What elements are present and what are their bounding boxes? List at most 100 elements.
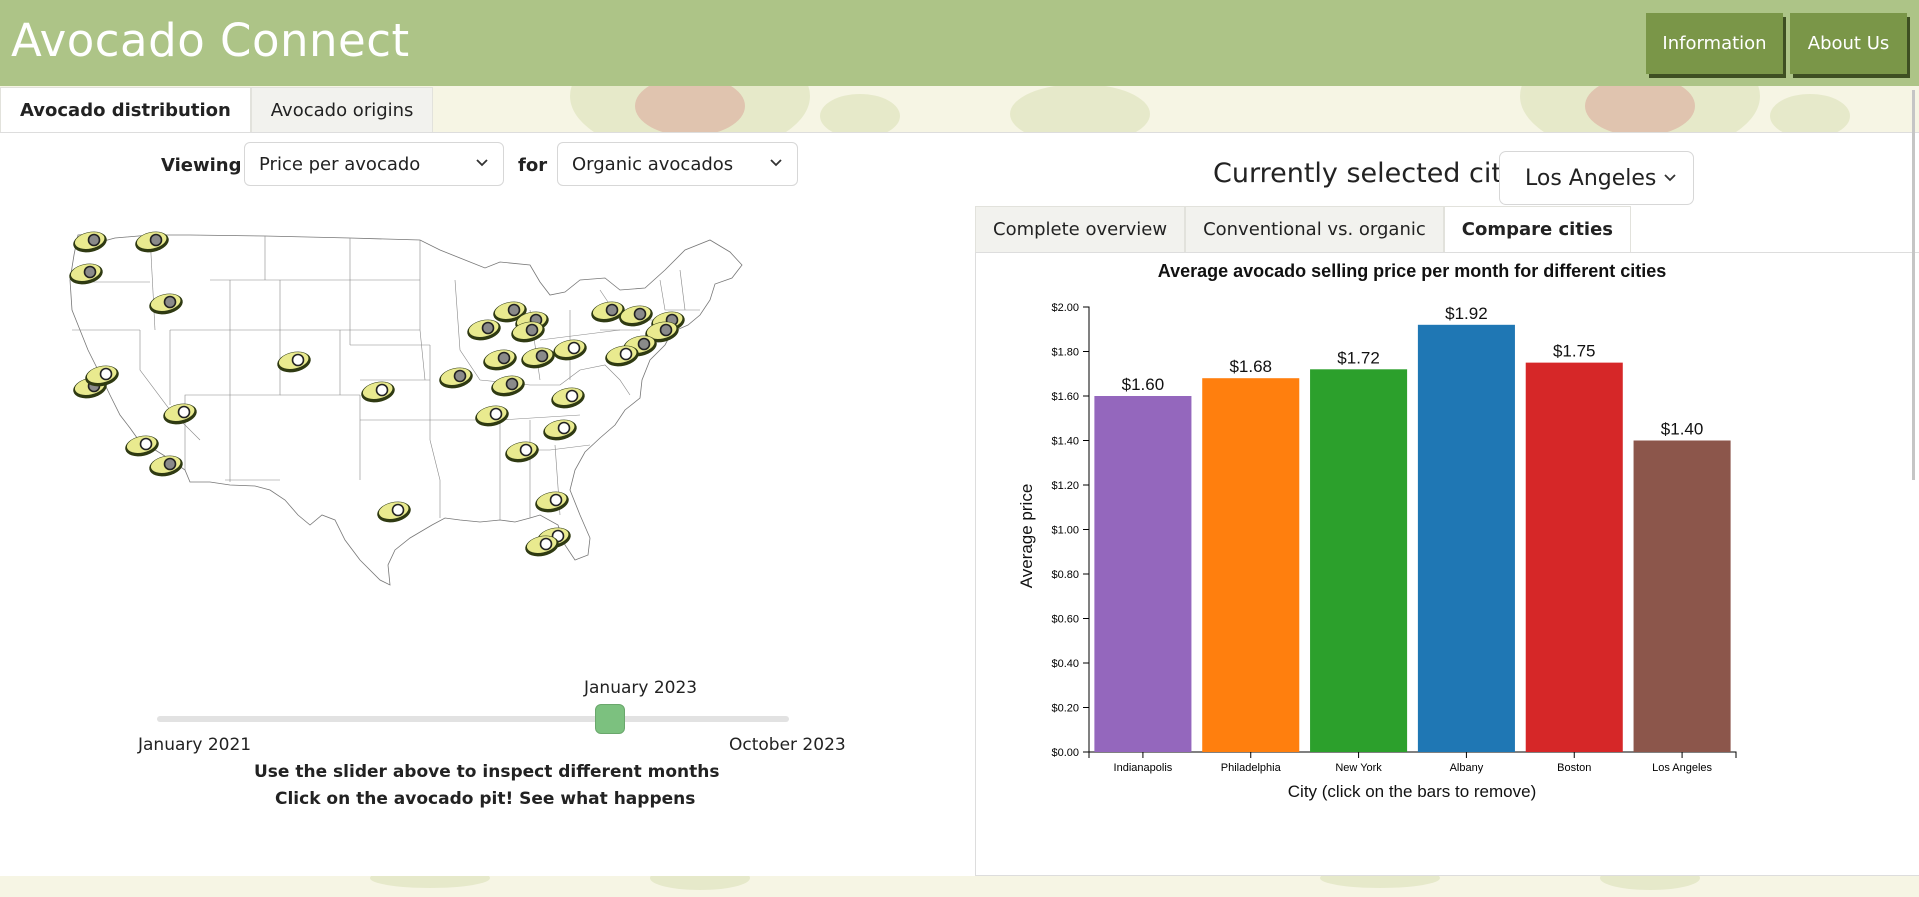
for-label: for (518, 155, 548, 176)
avocado-pit[interactable] (659, 323, 673, 337)
chart-title: Average avocado selling price per month … (1158, 261, 1666, 281)
avocado-marker-icon[interactable] (491, 299, 528, 326)
avocado-pit[interactable] (291, 353, 305, 367)
bar-value-label: $1.75 (1553, 342, 1596, 361)
avocado-pit[interactable] (391, 503, 405, 517)
avocado-marker-icon[interactable] (437, 365, 474, 392)
avocado-marker-icon[interactable] (533, 489, 570, 516)
avocado-pit[interactable] (375, 383, 389, 397)
avocado-pit[interactable] (505, 377, 519, 391)
avocado-marker-icon[interactable] (359, 379, 396, 406)
avocado-pit[interactable] (497, 351, 511, 365)
app-title: Avocado Connect (11, 14, 410, 67)
avocado-type-select[interactable]: Organic avocados (557, 142, 798, 186)
avocado-pit[interactable] (87, 233, 101, 247)
y-tick-label: $0.60 (1051, 614, 1079, 626)
x-tick-label: Boston (1557, 762, 1591, 774)
avocado-pit[interactable] (177, 405, 191, 419)
bar-new-york[interactable] (1310, 369, 1408, 752)
avocado-pit[interactable] (507, 303, 521, 317)
avocado-marker-icon[interactable] (551, 337, 588, 364)
main-tabs: Avocado distribution Avocado origins (0, 87, 434, 132)
month-slider-track[interactable] (157, 716, 789, 722)
avocado-pit[interactable] (539, 537, 553, 551)
avocado-marker-icon[interactable] (509, 319, 546, 346)
x-tick-label: Indianapolis (1114, 762, 1173, 774)
avocado-pit[interactable] (557, 421, 571, 435)
avocado-marker-icon[interactable] (67, 261, 104, 288)
bar-value-label: $1.72 (1337, 348, 1380, 367)
slider-min-label: January 2021 (138, 735, 252, 755)
app-header: Avocado Connect Information About Us (0, 0, 1919, 86)
avocado-pit[interactable] (549, 493, 563, 507)
avocado-marker-icon[interactable] (123, 433, 160, 460)
avocado-pit[interactable] (489, 407, 503, 421)
bar-los-angeles[interactable] (1633, 440, 1731, 753)
bar-philadelphia[interactable] (1202, 378, 1300, 752)
about-us-button[interactable]: About Us (1790, 13, 1907, 74)
tab-conventional-vs-organic[interactable]: Conventional vs. organic (1185, 206, 1444, 252)
avocado-marker-icon[interactable] (603, 343, 640, 370)
bar-value-label: $1.60 (1122, 375, 1165, 394)
avocado-pit[interactable] (619, 347, 633, 361)
y-tick-label: $0.20 (1051, 703, 1079, 715)
avocado-marker-icon[interactable] (275, 349, 312, 376)
y-tick-label: $0.80 (1051, 569, 1079, 581)
avocado-pit[interactable] (139, 437, 153, 451)
page-scrollbar[interactable] (1912, 90, 1915, 480)
month-slider-thumb[interactable] (595, 704, 625, 734)
avocado-type-select-value: Organic avocados (572, 153, 734, 175)
avocado-pit[interactable] (535, 349, 549, 363)
avocado-pit[interactable] (567, 341, 581, 355)
tab-avocado-distribution[interactable]: Avocado distribution (0, 87, 251, 132)
avocado-pit[interactable] (633, 307, 647, 321)
avocado-marker-icon[interactable] (549, 385, 586, 412)
avocado-pit[interactable] (149, 233, 163, 247)
y-tick-label: $0.00 (1051, 747, 1079, 759)
tab-complete-overview[interactable]: Complete overview (975, 206, 1186, 252)
avocado-pit[interactable] (163, 295, 177, 309)
x-tick-label: New York (1335, 762, 1382, 774)
information-button[interactable]: Information (1646, 13, 1783, 74)
bar-value-label: $1.40 (1661, 420, 1704, 439)
avocado-marker-icon[interactable] (503, 439, 540, 466)
avocado-marker-icon[interactable] (589, 299, 626, 326)
avocado-marker-icon[interactable] (71, 229, 108, 256)
avocado-marker-icon[interactable] (147, 291, 184, 318)
avocado-marker-icon[interactable] (489, 373, 526, 400)
avocado-marker-icon[interactable] (83, 363, 120, 390)
avocado-pit[interactable] (565, 389, 579, 403)
avocado-marker-icon[interactable] (519, 345, 556, 372)
avocado-marker-icon[interactable] (473, 403, 510, 430)
city-select[interactable]: Los Angeles (1499, 151, 1694, 205)
avocado-pattern-icon (570, 86, 1850, 132)
tab-avocado-origins[interactable]: Avocado origins (250, 87, 434, 132)
avocado-marker-icon[interactable] (375, 499, 412, 526)
selected-city-label: Currently selected city: (1213, 158, 1526, 189)
city-select-value: Los Angeles (1525, 165, 1657, 191)
avocado-marker-icon[interactable] (617, 303, 654, 330)
avocado-pit[interactable] (525, 323, 539, 337)
bar-albany[interactable] (1417, 324, 1515, 752)
avocado-pit[interactable] (519, 443, 533, 457)
avocado-marker-icon[interactable] (133, 229, 170, 256)
avocado-pit[interactable] (163, 457, 177, 471)
avocado-marker-icon[interactable] (643, 319, 680, 346)
slider-max-label: October 2023 (729, 735, 846, 755)
metric-select[interactable]: Price per avocado (244, 142, 504, 186)
avocado-pit[interactable] (637, 337, 651, 351)
avocado-pit[interactable] (481, 321, 495, 335)
avocado-marker-icon[interactable] (523, 533, 560, 560)
avocado-pit[interactable] (99, 367, 113, 381)
avocado-pit[interactable] (453, 369, 467, 383)
avocado-marker-icon[interactable] (161, 401, 198, 428)
tab-compare-cities[interactable]: Compare cities (1443, 206, 1632, 252)
bar-boston[interactable] (1525, 362, 1623, 752)
avocado-marker-icon[interactable] (147, 453, 184, 480)
avocado-pit[interactable] (83, 265, 97, 279)
bar-indianapolis[interactable] (1094, 396, 1192, 752)
avocado-marker-icon[interactable] (465, 317, 502, 344)
avocado-pit[interactable] (605, 303, 619, 317)
avocado-marker-icon[interactable] (481, 347, 518, 374)
avocado-marker-icon[interactable] (541, 417, 578, 444)
